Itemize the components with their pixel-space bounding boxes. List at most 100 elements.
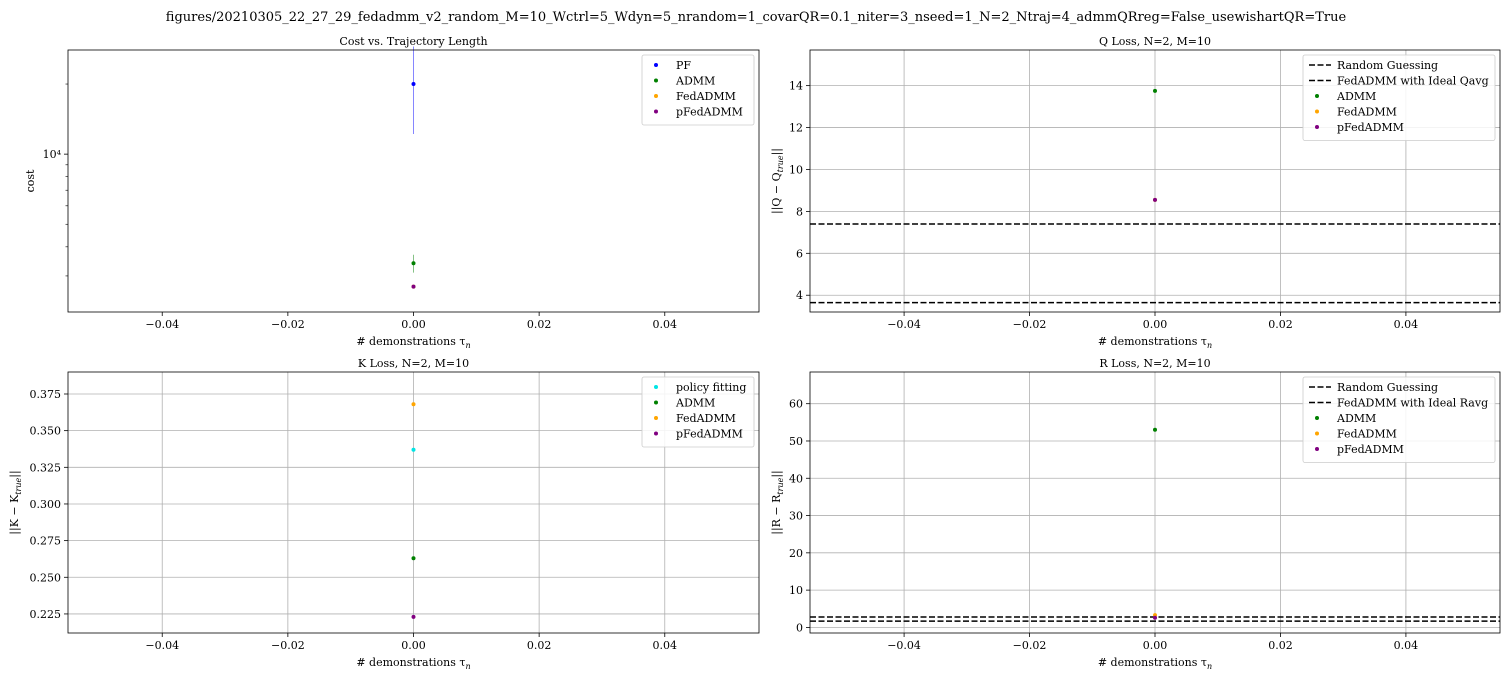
y-tick-label: 60 — [789, 398, 803, 411]
legend-label-fedadmm-with-ideal-ravg: FedADMM with Ideal Ravg — [1337, 397, 1488, 410]
data-point-pfedadmm — [1153, 197, 1157, 202]
x-tick-label: 0.00 — [1143, 318, 1168, 331]
y-tick-label: 6 — [796, 247, 803, 260]
y-tick-label: 0.325 — [30, 461, 62, 474]
x-axis-label-sub: n — [466, 662, 471, 671]
legend-label-pfedadmm: pFedADMM — [676, 428, 743, 441]
subplot-title: Q Loss, N=2, M=10 — [1099, 35, 1211, 48]
x-tick-label: −0.04 — [887, 639, 921, 652]
legend-box — [641, 54, 755, 126]
y-axis-label: cost — [24, 169, 37, 192]
legend-box — [641, 376, 755, 448]
subplot-q-loss: −0.04 −0.02 0.00 0.02 0.04 4 6 8 10 12 14 Q Loss, N… — [770, 35, 1501, 350]
x-axis-label-main: # demonstrations τ — [356, 335, 465, 348]
legend-box — [1302, 376, 1496, 463]
legend-swatch-pf — [654, 63, 658, 67]
data-point-admm — [411, 261, 416, 266]
legend-box — [1302, 54, 1496, 141]
x-tick-label: 0.04 — [1394, 318, 1419, 331]
data-point-pfedadmm — [411, 284, 416, 289]
x-tick-label: 0.00 — [1143, 639, 1168, 652]
y-axis-label-end: || — [8, 470, 22, 477]
y-tick-label: 10 — [789, 584, 803, 597]
y-axis-label-main: ||R − R — [770, 494, 784, 535]
legend-swatch-pfedadmm — [654, 109, 658, 114]
y-tick-label: 0.375 — [30, 388, 62, 401]
y-axis-label-end: || — [770, 148, 784, 155]
legend-swatch-pfedadmm — [1315, 447, 1319, 451]
y-axis-label-sub: true — [776, 477, 785, 494]
x-axis-label-main: # demonstrations τ — [1098, 656, 1207, 669]
data-point-admm — [1153, 427, 1157, 432]
y-tick-label: 30 — [789, 510, 803, 523]
y-tick-label: 8 — [796, 205, 803, 218]
legend-label-pfedadmm: pFedADMM — [676, 106, 743, 119]
data-point-fedadmm — [411, 402, 416, 407]
x-axis-label-sub: n — [466, 341, 471, 350]
y-axis-label-sub: true — [14, 477, 23, 494]
legend: policy fitting ADMM FedADMM pFedADMM — [641, 376, 755, 448]
y-tick-label: 0 — [796, 621, 803, 634]
subplot-title: R Loss, N=2, M=10 — [1099, 357, 1210, 370]
legend-label-admm: ADMM — [675, 397, 715, 410]
y-tick-label: 4 — [796, 289, 803, 302]
legend-swatch-admm — [654, 400, 658, 405]
y-axis-label: ||K − Ktrue|| — [8, 470, 23, 534]
x-tick-label: 0.02 — [527, 318, 552, 331]
y-tick-label: 0.350 — [30, 425, 62, 438]
y-tick-label: 14 — [789, 80, 803, 93]
y-axis-label: ||R − Rtrue|| — [770, 470, 785, 535]
y-tick-label: 12 — [789, 122, 803, 135]
y-axis-label-main: cost — [24, 169, 37, 192]
legend-swatch-pfedadmm — [1315, 125, 1319, 129]
legend-label-pfedadmm: pFedADMM — [1337, 443, 1404, 456]
data-point-policy-fitting — [411, 447, 416, 452]
y-tick-label: 10 — [789, 163, 803, 176]
legend-swatch-fedadmm — [1315, 431, 1319, 436]
legend-label-random-guessing: Random Guessing — [1337, 381, 1438, 394]
y-tick-label: 50 — [789, 435, 803, 448]
y-axis-label-main: ||Q − Q — [770, 172, 784, 214]
legend-swatch-fedadmm — [1315, 109, 1319, 114]
data-point-pfedadmm — [411, 614, 416, 619]
y-tick-label: 0.250 — [30, 571, 62, 584]
x-axis-label-main: # demonstrations τ — [1098, 335, 1207, 348]
legend-label-fedadmm: FedADMM — [676, 90, 736, 103]
legend-swatch-admm — [1315, 416, 1319, 420]
legend: Random Guessing FedADMM with Ideal Qavg AD… — [1302, 54, 1496, 141]
legend-label-policy-fitting: policy fitting — [676, 381, 746, 394]
x-tick-label: −0.02 — [271, 639, 305, 652]
legend-swatch-pfedadmm — [654, 431, 658, 436]
legend-swatch-policy-fitting — [654, 385, 658, 389]
x-axis-label: # demonstrations τn — [1098, 335, 1212, 350]
y-tick-label: 0.300 — [30, 498, 62, 511]
data-point-pfedadmm — [1153, 615, 1157, 620]
x-tick-label: 0.02 — [1268, 318, 1293, 331]
legend-swatch-fedadmm — [654, 94, 658, 98]
data-point-pf — [411, 82, 416, 87]
x-axis-label-sub: n — [1207, 341, 1212, 350]
y-axis-label-main: ||K − K — [8, 494, 22, 535]
x-tick-label: 0.04 — [653, 318, 678, 331]
legend-label-admm: ADMM — [1336, 90, 1376, 103]
x-axis-label: # demonstrations τn — [356, 335, 470, 350]
y-axis-label-sub: true — [776, 155, 785, 172]
figure-suptitle: figures/20210305_22_27_29_fedadmm_v2_ran… — [165, 10, 1347, 25]
legend: PF ADMM FedADMM pFedADMM — [641, 54, 755, 126]
legend-label-fedadmm: FedADMM — [1337, 106, 1397, 119]
y-tick-label: 40 — [789, 472, 803, 485]
x-tick-label: 0.02 — [1268, 639, 1293, 652]
x-tick-label: −0.04 — [887, 318, 921, 331]
x-tick-label: 0.04 — [1394, 639, 1419, 652]
y-tick-label: 20 — [789, 547, 803, 560]
y-tick-label: 0.275 — [30, 535, 62, 548]
legend-label-admm: ADMM — [1336, 412, 1376, 425]
x-tick-label: 0.00 — [401, 639, 426, 652]
data-point-admm — [411, 556, 416, 561]
y-tick-label: 0.225 — [30, 608, 62, 621]
legend-swatch-admm — [1315, 94, 1319, 98]
y-axis-label: ||Q − Qtrue|| — [770, 148, 785, 214]
x-tick-label: 0.00 — [401, 318, 426, 331]
x-tick-label: −0.04 — [145, 318, 179, 331]
